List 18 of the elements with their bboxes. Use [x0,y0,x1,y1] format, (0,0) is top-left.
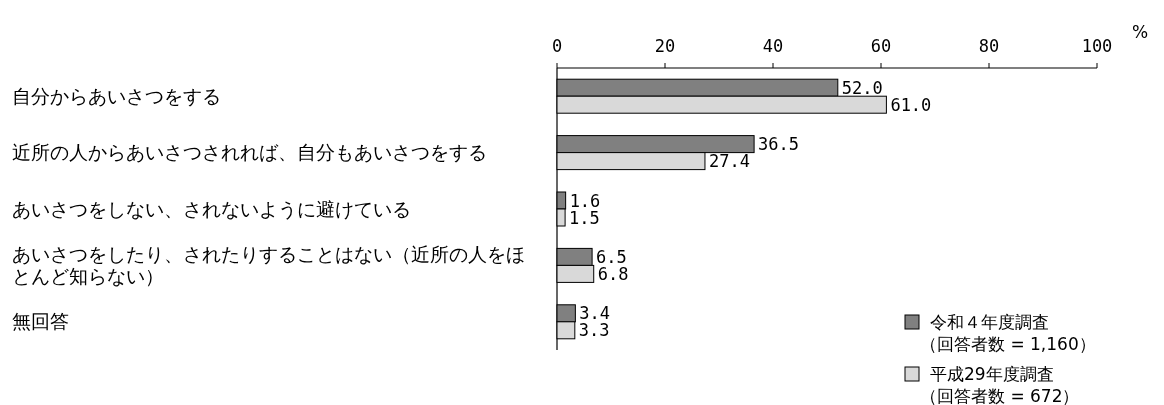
legend-label: 平成29年度調査（回答者数 = 672） [920,364,1080,405]
x-tick-label: 0 [551,36,563,56]
y-tick-label: 自分からあいさつをする [12,85,221,107]
x-tick-label: 80 [978,36,1000,56]
y-tick-label: 近所の人からあいさつされれば、自分もあいさつをする [12,142,487,164]
legend-label: 令和４年度調査（回答者数 = 1,160） [920,312,1096,354]
data-label: 61.0 [890,94,932,115]
x-tick-label: 20 [654,36,676,56]
data-label: 36.5 [758,134,800,155]
x-tick-label: 100 [1081,36,1113,56]
x-tick-label: 40 [762,36,784,56]
data-label: 27.4 [708,151,750,172]
x-tick-label: 60 [870,36,892,56]
y-tick-label: あいさつをしない、されないように避けている [12,198,411,220]
data-label: 52.0 [841,77,883,98]
y-tick-label: あいさつをしたり、されたりすることはない（近所の人をほとんど知らない） [12,243,525,287]
y-tick-label: 無回答 [12,311,69,333]
x-axis-title: % [1131,22,1149,42]
